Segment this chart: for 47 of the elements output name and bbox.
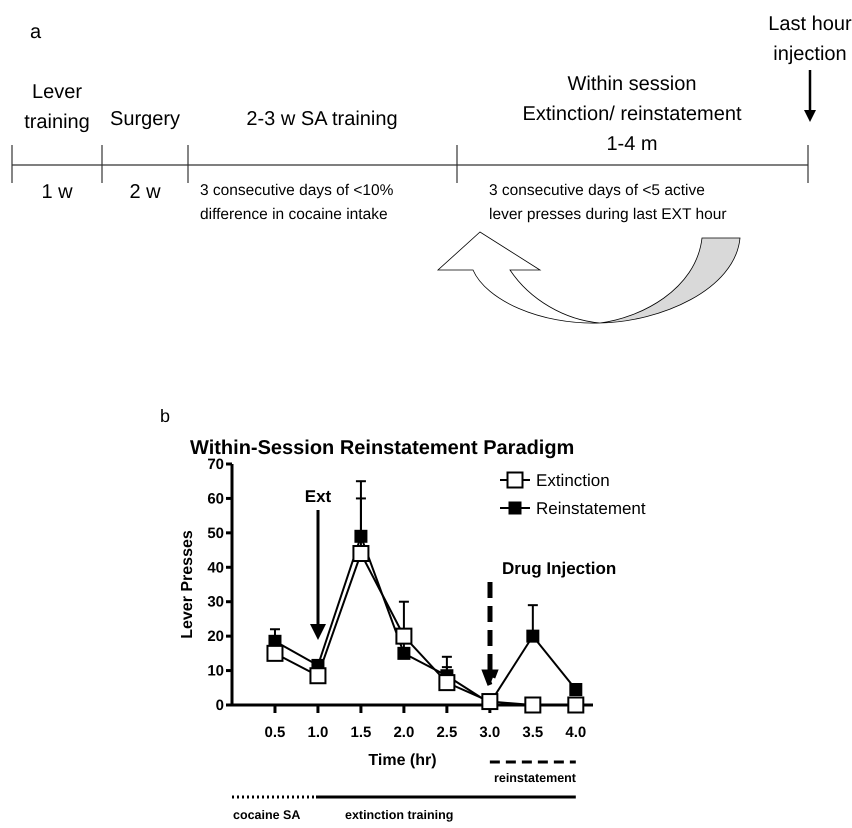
text: b [160, 406, 170, 426]
text: reinstatement [494, 771, 577, 785]
x-tick-label: 4.0 [565, 724, 586, 741]
point [309, 667, 326, 684]
point [524, 696, 542, 714]
point [266, 644, 284, 662]
annotation: Ext [304, 487, 332, 506]
point [481, 693, 498, 710]
x-tick-label: 3.5 [522, 724, 544, 741]
y-tick-label: 70 [207, 456, 224, 473]
y-tick-label: 40 [207, 559, 224, 576]
y-tick-label: 10 [207, 662, 224, 680]
text: 2-3 w SA training [246, 108, 398, 130]
text: Last hour injection [768, 13, 852, 65]
text: a [30, 21, 42, 43]
y-tick-label: 60 [207, 490, 224, 508]
point [352, 545, 370, 562]
x-axis-title: Time (hr) [368, 752, 437, 769]
text: Surgery [110, 108, 180, 130]
annotation: Drug Injection [502, 559, 616, 578]
text: extinction training [345, 808, 454, 822]
x-tick-label: 2.0 [393, 724, 414, 741]
text: Within session Extinction/ reinstatement 1-4 m [522, 73, 742, 155]
text: 1 w [41, 181, 74, 203]
x-tick-label: 3.0 [479, 724, 500, 741]
point [526, 630, 540, 643]
text: 2 w [129, 181, 162, 203]
legend-label: Extinction [536, 471, 610, 490]
point [397, 646, 410, 660]
text: 3 consecutive days of <10% difference in cocaine intake [200, 182, 394, 223]
point [569, 683, 582, 696]
x-tick-label: 2.5 [436, 724, 458, 741]
y-tick-label: 20 [207, 628, 224, 646]
x-tick-label: 1.0 [308, 724, 328, 741]
point [567, 696, 584, 714]
text: Lever training [24, 81, 90, 133]
text: cocaine SA [233, 808, 300, 822]
y-axis-title: Lever Presses [179, 530, 196, 639]
y-tick-label: 0 [216, 697, 224, 714]
y-tick-label: 30 [207, 594, 224, 611]
legend-label: Reinstatement [536, 499, 646, 518]
point [395, 628, 412, 645]
x-tick-label: 0.5 [264, 724, 286, 741]
text: 3 consecutive days of <5 active lever presses during last EXT hour [489, 182, 726, 223]
chart-title: Within-Session Reinstatement Paradigm [190, 437, 574, 459]
x-tick-label: 1.5 [350, 724, 372, 741]
y-tick-label: 50 [207, 524, 224, 542]
